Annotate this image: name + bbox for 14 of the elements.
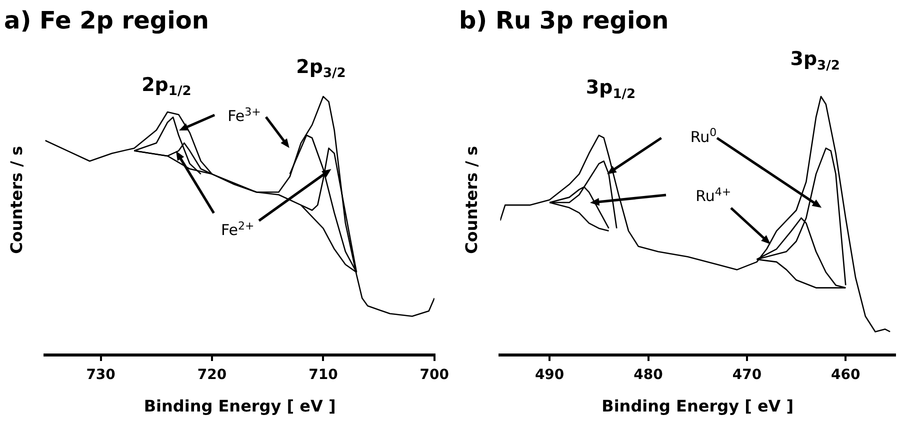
x-tick-label: 480 xyxy=(634,367,664,384)
x-tick-label: 730 xyxy=(86,367,116,384)
x-axis-title: Binding Energy [ eV ] xyxy=(144,396,336,416)
y-axis-title: Counters / s xyxy=(6,146,26,254)
x-tick-label: 700 xyxy=(420,367,450,384)
chart-title: a) Fe 2p region xyxy=(4,6,209,35)
x-axis-title: Binding Energy [ eV ] xyxy=(602,396,794,416)
y-axis-title: Counters / s xyxy=(462,146,481,254)
chart-title: b) Ru 3p region xyxy=(459,6,669,35)
x-tick-label: 490 xyxy=(534,367,564,384)
x-tick-label: 720 xyxy=(197,367,227,384)
x-tick-label: 710 xyxy=(308,367,338,384)
x-tick-label: 460 xyxy=(831,367,861,384)
x-tick-label: 470 xyxy=(732,367,762,384)
